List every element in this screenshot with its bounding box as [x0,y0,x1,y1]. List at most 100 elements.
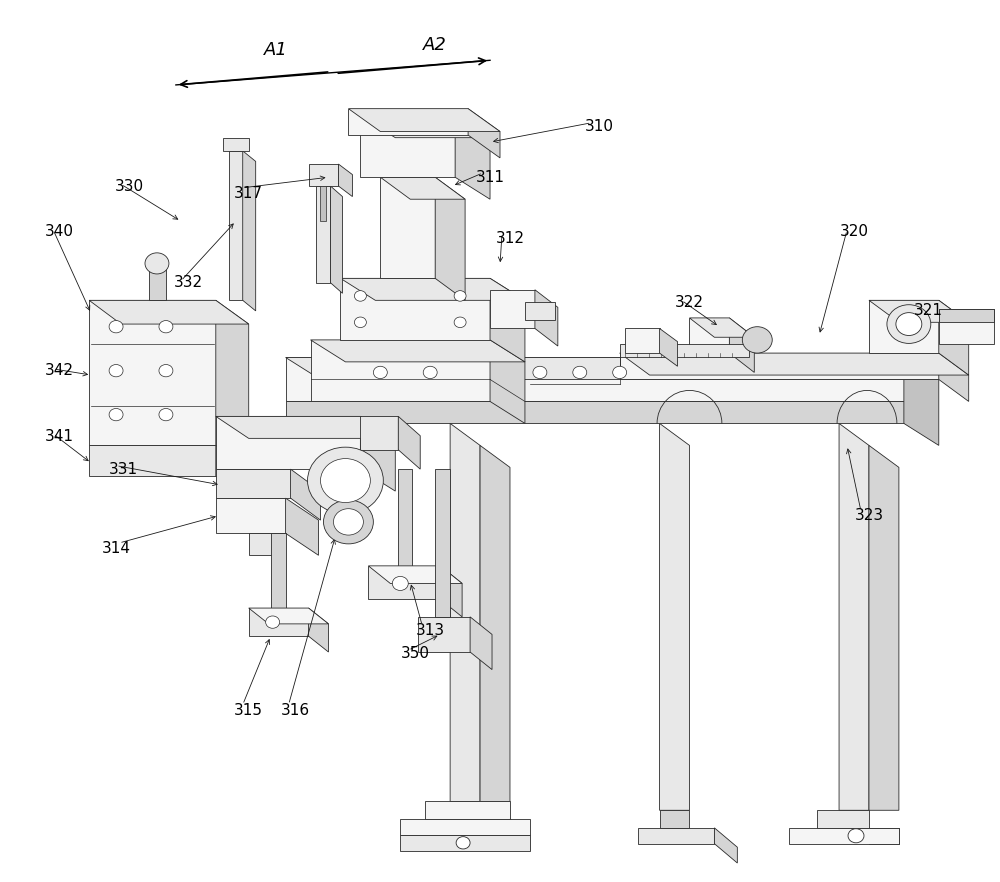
Polygon shape [839,423,869,811]
Polygon shape [789,828,899,844]
Polygon shape [470,617,492,669]
Polygon shape [939,353,969,401]
Polygon shape [216,469,291,498]
Circle shape [159,364,173,377]
Polygon shape [660,423,689,811]
Text: A1: A1 [264,41,288,59]
Polygon shape [638,828,714,844]
Polygon shape [309,164,338,186]
Polygon shape [817,811,869,828]
Polygon shape [380,177,435,279]
Polygon shape [309,608,328,652]
Polygon shape [869,301,969,322]
Circle shape [613,366,627,378]
Text: 350: 350 [401,647,430,662]
Circle shape [423,366,437,378]
Polygon shape [435,177,465,301]
Polygon shape [455,116,490,199]
Polygon shape [689,318,729,353]
Polygon shape [348,108,500,131]
Text: 321: 321 [914,303,943,318]
Polygon shape [216,498,286,534]
Polygon shape [340,279,490,340]
Polygon shape [398,469,412,566]
Text: 312: 312 [495,231,524,246]
Circle shape [887,304,931,343]
Polygon shape [450,423,480,802]
Circle shape [308,447,383,514]
Polygon shape [291,469,320,520]
Text: 320: 320 [840,224,869,239]
Polygon shape [660,811,689,828]
Polygon shape [243,151,256,310]
Text: 330: 330 [114,178,144,193]
Polygon shape [490,279,525,362]
Circle shape [392,577,408,590]
Polygon shape [249,534,276,556]
Text: 316: 316 [281,704,310,719]
Polygon shape [348,108,468,135]
Polygon shape [480,445,510,802]
Polygon shape [216,416,395,438]
Polygon shape [216,445,249,498]
Polygon shape [380,177,465,199]
Polygon shape [320,186,326,221]
Polygon shape [435,469,450,617]
Polygon shape [360,116,490,138]
Circle shape [109,408,123,421]
Polygon shape [330,186,342,294]
Circle shape [896,312,922,335]
Circle shape [109,320,123,333]
Circle shape [742,326,772,353]
Polygon shape [271,534,286,608]
Polygon shape [286,401,904,423]
Polygon shape [89,301,216,445]
Circle shape [320,459,370,503]
Polygon shape [535,290,558,346]
Polygon shape [620,344,749,357]
Polygon shape [398,416,420,469]
Polygon shape [286,357,939,379]
Circle shape [456,837,470,849]
Polygon shape [660,328,678,366]
Circle shape [373,366,387,378]
Circle shape [333,509,363,535]
Polygon shape [869,828,899,844]
Polygon shape [216,301,249,469]
Polygon shape [939,309,994,322]
Text: 323: 323 [854,508,884,523]
Polygon shape [490,290,535,328]
Polygon shape [249,608,328,624]
Circle shape [848,829,864,843]
Polygon shape [360,416,398,450]
Circle shape [323,500,373,544]
Circle shape [266,616,280,628]
Polygon shape [400,835,530,851]
Text: 313: 313 [416,623,445,638]
Text: 310: 310 [585,119,614,134]
Polygon shape [368,566,440,599]
Polygon shape [418,617,470,652]
Circle shape [109,364,123,377]
Polygon shape [400,819,530,835]
Polygon shape [939,301,969,375]
Polygon shape [729,318,754,372]
Circle shape [454,291,466,302]
Text: 332: 332 [174,275,203,290]
Polygon shape [620,353,939,379]
Polygon shape [440,566,462,617]
Polygon shape [316,186,330,283]
Text: 331: 331 [108,461,138,476]
Polygon shape [525,302,555,319]
Polygon shape [869,301,939,353]
Polygon shape [510,819,530,851]
Polygon shape [249,608,309,636]
Circle shape [354,317,366,327]
Polygon shape [311,340,490,401]
Circle shape [533,366,547,378]
Polygon shape [286,498,319,556]
Text: A2: A2 [423,36,447,55]
Polygon shape [625,328,660,353]
Text: 311: 311 [476,169,505,184]
Polygon shape [490,340,525,423]
